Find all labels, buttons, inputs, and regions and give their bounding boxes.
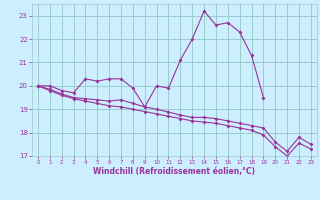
X-axis label: Windchill (Refroidissement éolien,°C): Windchill (Refroidissement éolien,°C)	[93, 167, 255, 176]
